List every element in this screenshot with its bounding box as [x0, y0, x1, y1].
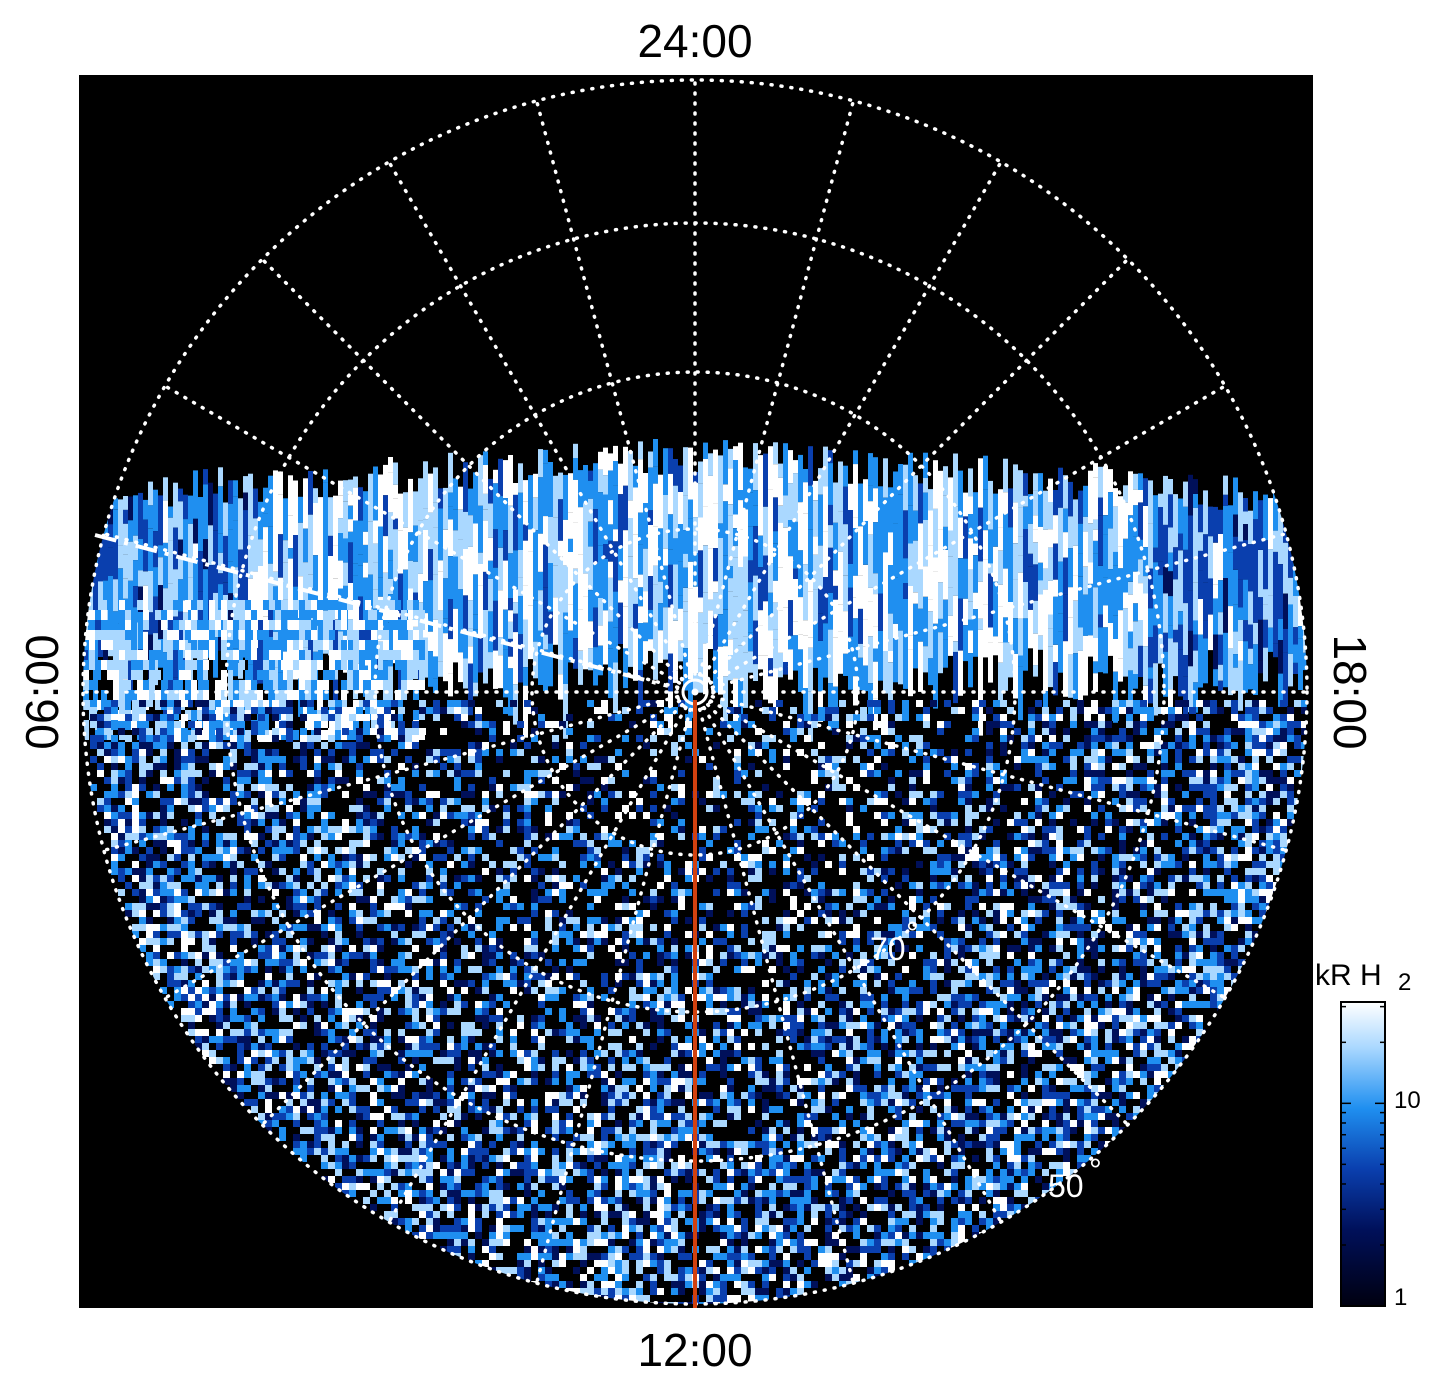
label-left: 06:00 [16, 634, 68, 749]
dash-dot-line [94, 533, 669, 688]
latitude-label-50: 50 [1048, 1168, 1084, 1204]
colorbar: kR H 2 10 1 [1315, 959, 1421, 1311]
colorbar-gradient [1340, 1001, 1386, 1307]
label-right: 18:00 [1324, 634, 1376, 749]
colorbar-tick-10: 10 [1394, 1087, 1421, 1114]
label-bottom: 12:00 [637, 1324, 752, 1376]
colorbar-title: kR H [1315, 959, 1382, 992]
latitude-degree-70: ° [906, 915, 919, 951]
colorbar-title-subscript: 2 [1398, 969, 1411, 996]
latitude-degree-50: ° [1089, 1152, 1102, 1188]
latitude-label-70: 70 [870, 931, 906, 967]
auroral-emission-image [83, 439, 1307, 1304]
label-top: 24:00 [637, 15, 752, 67]
colorbar-tick-1: 1 [1394, 1284, 1407, 1311]
